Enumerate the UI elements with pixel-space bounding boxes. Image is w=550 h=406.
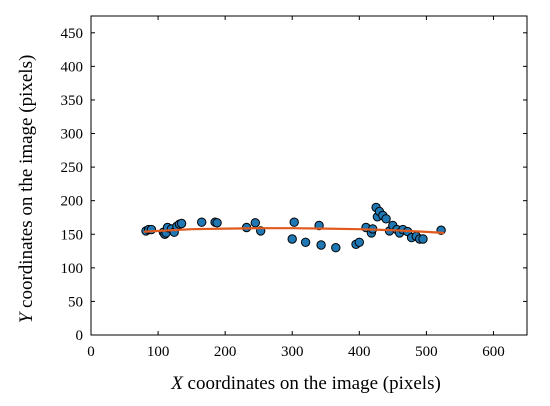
x-tick-label: 100: [147, 344, 170, 360]
x-tick-label: 200: [214, 344, 237, 360]
x-tick-label: 400: [348, 344, 371, 360]
x-tick-label: 300: [281, 344, 304, 360]
data-point: [354, 237, 364, 248]
y-axis-label-variable: Y: [16, 310, 37, 323]
data-point: [316, 240, 326, 250]
x-axis-ticks: [90, 16, 494, 335]
y-axis-label-text: coordinates on the image (pixels): [16, 55, 37, 313]
x-tick-label: 0: [87, 344, 95, 360]
x-axis-tick-labels: 0 100 200 300 400 500 600: [87, 344, 504, 360]
data-point: [197, 217, 207, 227]
data-point: [300, 237, 311, 248]
y-tick-label: 350: [61, 93, 84, 109]
x-axis-label-variable: X: [170, 373, 184, 394]
y-tick-label: 450: [61, 26, 84, 42]
data-point: [250, 218, 261, 228]
x-tick-label: 600: [482, 344, 505, 360]
y-axis-ticks: [91, 32, 527, 336]
y-tick-label: 400: [61, 59, 84, 75]
y-tick-label: 0: [76, 328, 84, 344]
data-point: [418, 234, 428, 244]
data-point: [212, 218, 222, 228]
y-tick-label: 100: [61, 261, 84, 277]
y-tick-label: 50: [68, 294, 83, 310]
fit-curve-line: [143, 227, 445, 234]
y-tick-label: 150: [61, 227, 84, 243]
x-tick-label: 500: [415, 344, 438, 360]
fit-curve-layer: [143, 227, 445, 234]
plot-area: [90, 15, 528, 336]
data-point: [381, 214, 391, 224]
y-tick-label: 250: [61, 160, 84, 176]
y-axis-label: Y coordinates on the image (pixels): [16, 55, 37, 324]
y-axis-tick-labels: 0 50 100 150 200 250 300 350 400 450: [61, 26, 84, 344]
data-point: [176, 218, 187, 229]
data-point: [146, 224, 157, 235]
data-point: [289, 217, 299, 227]
y-tick-label: 200: [61, 194, 84, 210]
data-point: [331, 243, 341, 253]
x-axis-label: X coordinates on the image (pixels): [170, 373, 441, 394]
x-axis-label-text: coordinates on the image (pixels): [183, 373, 441, 394]
y-tick-label: 300: [61, 127, 84, 143]
data-point: [287, 234, 297, 244]
